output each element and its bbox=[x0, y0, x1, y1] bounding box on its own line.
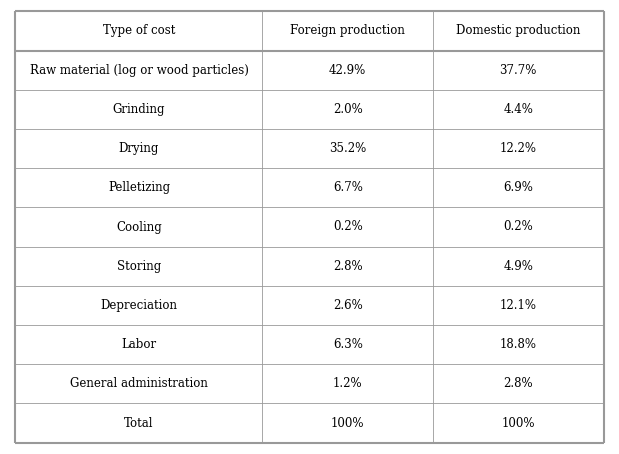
Text: 2.8%: 2.8% bbox=[333, 260, 363, 273]
Text: 100%: 100% bbox=[331, 417, 365, 429]
Text: 100%: 100% bbox=[501, 417, 535, 429]
Text: Type of cost: Type of cost bbox=[103, 25, 175, 37]
Text: Storing: Storing bbox=[117, 260, 161, 273]
Text: Cooling: Cooling bbox=[116, 221, 162, 233]
Text: 1.2%: 1.2% bbox=[333, 377, 363, 390]
Text: 12.1%: 12.1% bbox=[500, 299, 537, 312]
Text: Grinding: Grinding bbox=[113, 103, 165, 116]
Text: Pelletizing: Pelletizing bbox=[108, 181, 170, 194]
Text: Drying: Drying bbox=[119, 142, 159, 155]
Text: 2.6%: 2.6% bbox=[333, 299, 363, 312]
Text: 0.2%: 0.2% bbox=[333, 221, 363, 233]
Text: 12.2%: 12.2% bbox=[500, 142, 537, 155]
Text: 35.2%: 35.2% bbox=[329, 142, 366, 155]
Text: Labor: Labor bbox=[121, 338, 157, 351]
Text: 2.0%: 2.0% bbox=[333, 103, 363, 116]
Text: 0.2%: 0.2% bbox=[503, 221, 533, 233]
Text: 6.3%: 6.3% bbox=[333, 338, 363, 351]
Text: 4.9%: 4.9% bbox=[503, 260, 533, 273]
Text: General administration: General administration bbox=[70, 377, 208, 390]
Text: Total: Total bbox=[124, 417, 154, 429]
Text: 4.4%: 4.4% bbox=[503, 103, 533, 116]
Text: 2.8%: 2.8% bbox=[503, 377, 533, 390]
Text: Foreign production: Foreign production bbox=[290, 25, 405, 37]
Text: 6.9%: 6.9% bbox=[503, 181, 533, 194]
Text: 42.9%: 42.9% bbox=[329, 64, 366, 77]
Text: 6.7%: 6.7% bbox=[333, 181, 363, 194]
Text: Domestic production: Domestic production bbox=[456, 25, 581, 37]
Text: 37.7%: 37.7% bbox=[500, 64, 537, 77]
Text: Depreciation: Depreciation bbox=[100, 299, 178, 312]
Text: Raw material (log or wood particles): Raw material (log or wood particles) bbox=[30, 64, 248, 77]
Text: 18.8%: 18.8% bbox=[500, 338, 537, 351]
